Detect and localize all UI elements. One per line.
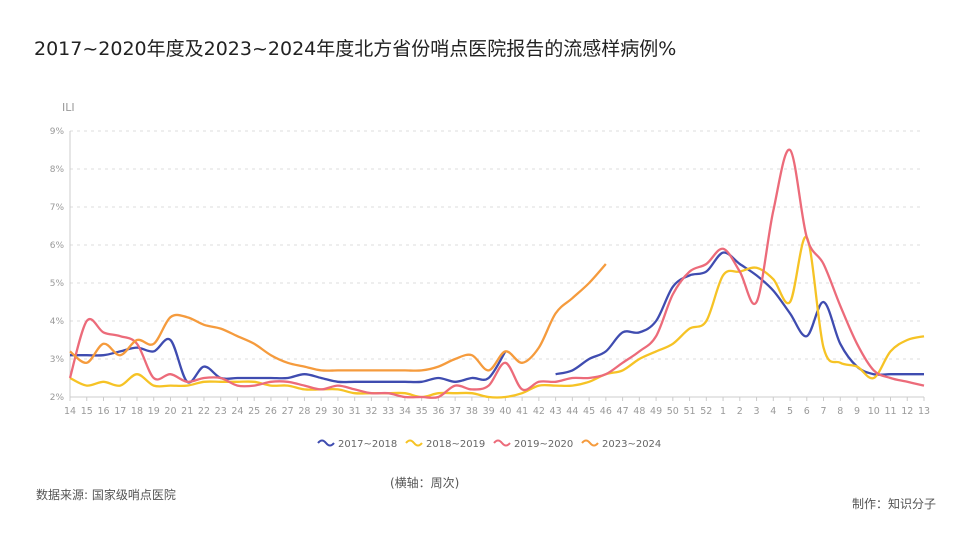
legend-label: 2023~2024 [602,439,661,450]
y-tick-label: 6% [50,241,65,251]
legend-label: 2018~2019 [426,439,485,450]
y-tick-label: 5% [50,279,65,289]
x-tick-label: 27 [282,406,294,417]
legend-swatch [317,439,335,447]
x-tick-label: 25 [248,406,260,417]
x-tick-label: 12 [901,406,913,417]
x-tick-label: 20 [164,406,176,417]
x-tick-label: 18 [131,406,143,417]
x-tick-label: 47 [617,406,629,417]
x-tick-label: 49 [650,406,662,417]
x-tick-label: 11 [884,406,896,417]
x-tick-label: 39 [483,406,495,417]
y-tick-label: 4% [50,317,65,327]
x-tick-label: 41 [516,406,528,417]
x-tick-label: 23 [215,406,227,417]
x-tick-label: 38 [466,406,478,417]
x-tick-label: 33 [382,406,394,417]
y-axis-label: ILI [62,101,75,114]
x-tick-label: 16 [97,406,109,417]
x-tick-label: 6 [804,406,810,417]
legend-label: 2019~2020 [514,439,573,450]
y-tick-label: 9% [50,127,65,137]
chart-title: 2017~2020年度及2023~2024年度北方省份哨点医院报告的流感样病例% [34,38,677,60]
y-tick-label: 8% [50,165,65,175]
x-tick-label: 46 [600,406,612,417]
x-tick-label: 15 [81,406,93,417]
x-tick-label: 10 [868,406,880,417]
x-tick-label: 19 [148,406,160,417]
x-tick-label: 44 [566,406,578,417]
x-tick-label: 30 [332,406,344,417]
x-tick-label: 22 [198,406,210,417]
x-tick-label: 2 [737,406,743,417]
legend-label: 2017~2018 [338,439,397,450]
x-tick-label: 9 [854,406,860,417]
x-axis-note: (横轴：周次) [390,476,460,490]
x-tick-label: 32 [365,406,377,417]
y-tick-label: 3% [50,355,65,365]
y-tick-label: 7% [50,203,65,213]
x-tick-label: 4 [770,406,776,417]
x-tick-label: 35 [416,406,428,417]
series-line-2018~2019 [69,236,925,399]
x-tick-label: 13 [918,406,930,417]
data-source: 数据来源: 国家级哨点医院 [36,488,176,502]
y-tick-label: 2% [50,393,65,403]
x-tick-label: 26 [265,406,277,417]
x-tick-label: 14 [64,406,76,417]
legend-swatch [405,439,423,447]
x-tick-label: 51 [684,406,696,417]
x-tick-label: 48 [633,406,645,417]
x-tick-label: 37 [449,406,461,417]
credit: 制作：知识分子 [851,497,936,511]
x-tick-label: 50 [667,406,679,417]
x-tick-label: 5 [787,406,793,417]
x-tick-label: 34 [399,406,411,417]
legend-swatch [581,439,599,447]
x-tick-label: 24 [231,406,243,417]
x-tick-label: 31 [349,406,361,417]
series-line-2019~2020 [68,148,925,399]
x-tick-label: 29 [315,406,327,417]
x-tick-label: 1 [720,406,726,417]
x-tick-label: 3 [754,406,760,417]
x-tick-label: 28 [298,406,310,417]
x-tick-label: 36 [432,406,444,417]
x-tick-label: 21 [181,406,193,417]
series-line-2023~2024 [69,263,607,372]
x-tick-label: 7 [821,406,827,417]
x-tick-label: 40 [499,406,511,417]
x-tick-label: 8 [837,406,843,417]
x-tick-label: 42 [533,406,545,417]
x-tick-label: 52 [700,406,712,417]
x-tick-label: 45 [583,406,595,417]
series-line-2017~2018 [69,337,507,384]
x-tick-label: 17 [114,406,126,417]
x-tick-label: 43 [550,406,562,417]
legend-swatch [493,439,511,447]
